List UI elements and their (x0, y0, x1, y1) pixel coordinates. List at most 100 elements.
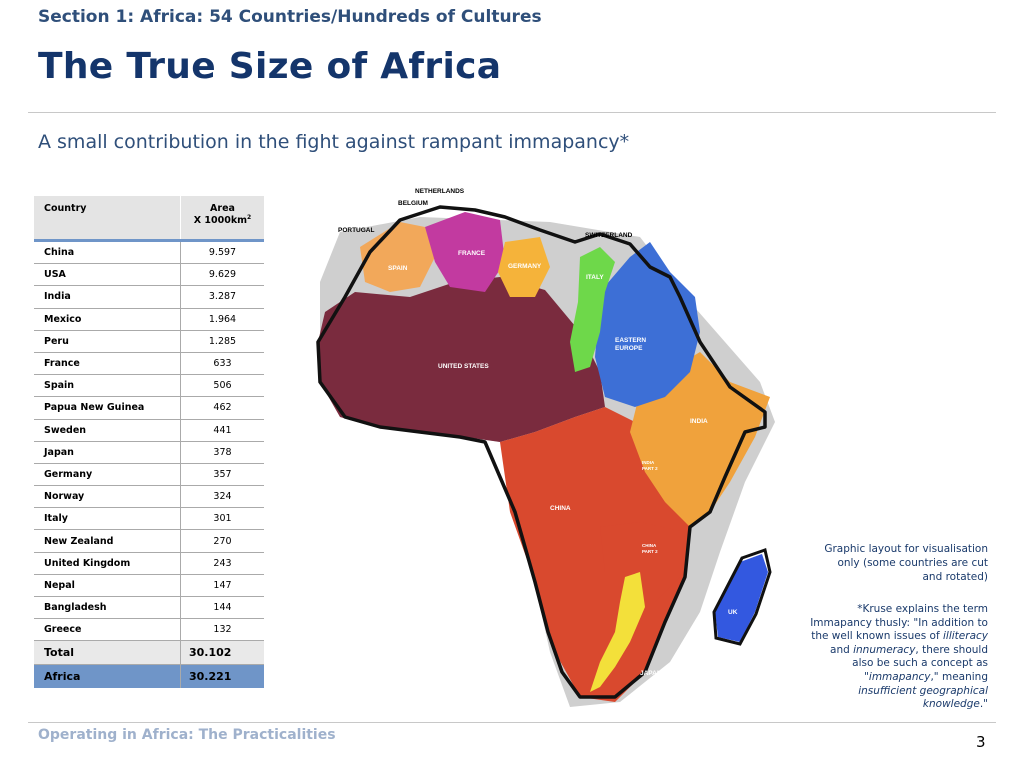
note-text-1: *Kruse explains the term Immapancy thusl… (810, 603, 988, 643)
country-cell: Mexico (34, 308, 181, 331)
column-header-area: Area X 1000km2 (180, 196, 264, 242)
label-india-part2-2: PART 2 (642, 466, 658, 471)
area-cell: 633 (180, 352, 264, 376)
label-japan: JAPAN (640, 670, 662, 677)
area-header-sup: 2 (247, 214, 252, 221)
label-portugal: PORTUGAL (338, 227, 375, 234)
china-shape (500, 407, 690, 702)
area-cell: 324 (180, 485, 264, 509)
note-innumeracy: innumeracy (853, 643, 916, 656)
country-cell: Norway (34, 485, 181, 509)
area-cell: 378 (180, 441, 264, 464)
area-cell: 301 (180, 507, 264, 531)
table-row: Peru 1.285 (34, 330, 264, 353)
table-row: Papua New Guinea 462 (34, 396, 264, 420)
table-row: Mexico 1.964 (34, 308, 264, 331)
country-cell: Spain (34, 374, 181, 398)
table-row: France 633 (34, 352, 264, 376)
section-title: Section 1: Africa: 54 Countries/Hundreds… (38, 7, 542, 27)
area-cell: 9.629 (180, 263, 264, 287)
table-body: China 9.597 USA 9.629 India 3.287 Mexico 1.964 P… (34, 240, 264, 689)
table-row: China 9.597 (34, 240, 264, 265)
page-title: The True Size of Africa (38, 46, 502, 87)
area-cell: 3.287 (180, 285, 264, 309)
table-row: Japan 378 (34, 441, 264, 464)
label-switzerland: SWITZERLAND (585, 232, 633, 239)
uk-shape (715, 554, 768, 642)
table-row: Sweden 441 (34, 419, 264, 442)
area-cell: 243 (180, 552, 264, 575)
page-subtitle: A small contribution in the fight agains… (38, 131, 630, 153)
area-cell: 132 (180, 618, 264, 642)
area-header-line2: X 1000km (193, 215, 248, 227)
spain-shape (360, 222, 435, 292)
label-germany: GERMANY (508, 263, 542, 270)
label-netherlands: NETHERLANDS (415, 188, 465, 195)
area-cell: 506 (180, 374, 264, 398)
label-eastern-europe-1: EASTERN (615, 337, 646, 344)
country-cell: Bangladesh (34, 596, 181, 620)
country-cell: Papua New Guinea (34, 396, 181, 420)
area-cell: 357 (180, 463, 264, 487)
area-cell: 9.597 (180, 240, 264, 265)
label-china-part2-2: PART 2 (642, 549, 658, 554)
note-text-2: , there should also be such a concept as… (852, 643, 988, 683)
footer-divider (28, 722, 996, 723)
germany-shape (498, 237, 550, 297)
table-row: Greece 132 (34, 618, 264, 642)
italy-shape (570, 247, 615, 372)
united-states-shape (318, 277, 605, 442)
column-header-country: Country (34, 196, 181, 242)
area-cell: 270 (180, 529, 264, 553)
china-part2-shape (600, 522, 685, 602)
area-cell: 1.964 (180, 308, 264, 331)
area-cell: 30.102 (180, 640, 264, 666)
note-immapancy: immapancy (868, 670, 931, 683)
africa-map: NETHERLANDS BELGIUM PORTUGAL SPAIN FRANC… (300, 182, 780, 726)
japan-shape (590, 572, 645, 692)
africa-row: Africa 30.221 (34, 664, 264, 689)
africa-map-svg: NETHERLANDS BELGIUM PORTUGAL SPAIN FRANC… (300, 182, 776, 718)
country-cell: United Kingdom (34, 552, 181, 575)
country-cell: Total (34, 640, 181, 666)
table-row: United Kingdom 243 (34, 552, 264, 575)
country-cell: Italy (34, 507, 181, 531)
note-text-3: ," meaning (930, 670, 988, 683)
country-cell: China (34, 240, 181, 265)
table-row: Germany 357 (34, 463, 264, 487)
area-cell: 30.221 (180, 664, 264, 689)
label-china: CHINA (550, 505, 571, 512)
label-india-part2-1: INDIA (642, 460, 655, 465)
france-shape (425, 212, 505, 292)
area-cell: 144 (180, 596, 264, 620)
area-cell: 1.285 (180, 330, 264, 353)
area-cell: 147 (180, 574, 264, 598)
table-row: India 3.287 (34, 285, 264, 309)
country-cell: Japan (34, 441, 181, 464)
table-header-row: Country Area X 1000km2 (34, 196, 264, 242)
area-cell: 462 (180, 396, 264, 420)
table-row: Italy 301 (34, 507, 264, 531)
total-row: Total 30.102 (34, 640, 264, 666)
country-cell: New Zealand (34, 529, 181, 553)
label-india: INDIA (690, 418, 708, 425)
note-text-4: ." (979, 698, 988, 711)
note-and: and (830, 643, 854, 656)
label-spain: SPAIN (388, 265, 408, 272)
table-row: USA 9.629 (34, 263, 264, 287)
country-cell: Africa (34, 664, 181, 689)
note-illiteracy: illiteracy (943, 630, 988, 643)
country-cell: France (34, 352, 181, 376)
label-italy: ITALY (586, 274, 604, 281)
immapancy-note: *Kruse explains the term Immapancy thusl… (810, 603, 988, 712)
table-row: Nepal 147 (34, 574, 264, 598)
table-row: Spain 506 (34, 374, 264, 398)
country-cell: Peru (34, 330, 181, 353)
label-china-part2-1: CHINA (642, 543, 657, 548)
table-row: Norway 324 (34, 485, 264, 509)
label-france: FRANCE (458, 250, 486, 257)
title-divider (28, 112, 996, 113)
africa-outline (316, 205, 767, 699)
country-cell: Germany (34, 463, 181, 487)
label-united-states: UNITED STATES (438, 363, 489, 370)
